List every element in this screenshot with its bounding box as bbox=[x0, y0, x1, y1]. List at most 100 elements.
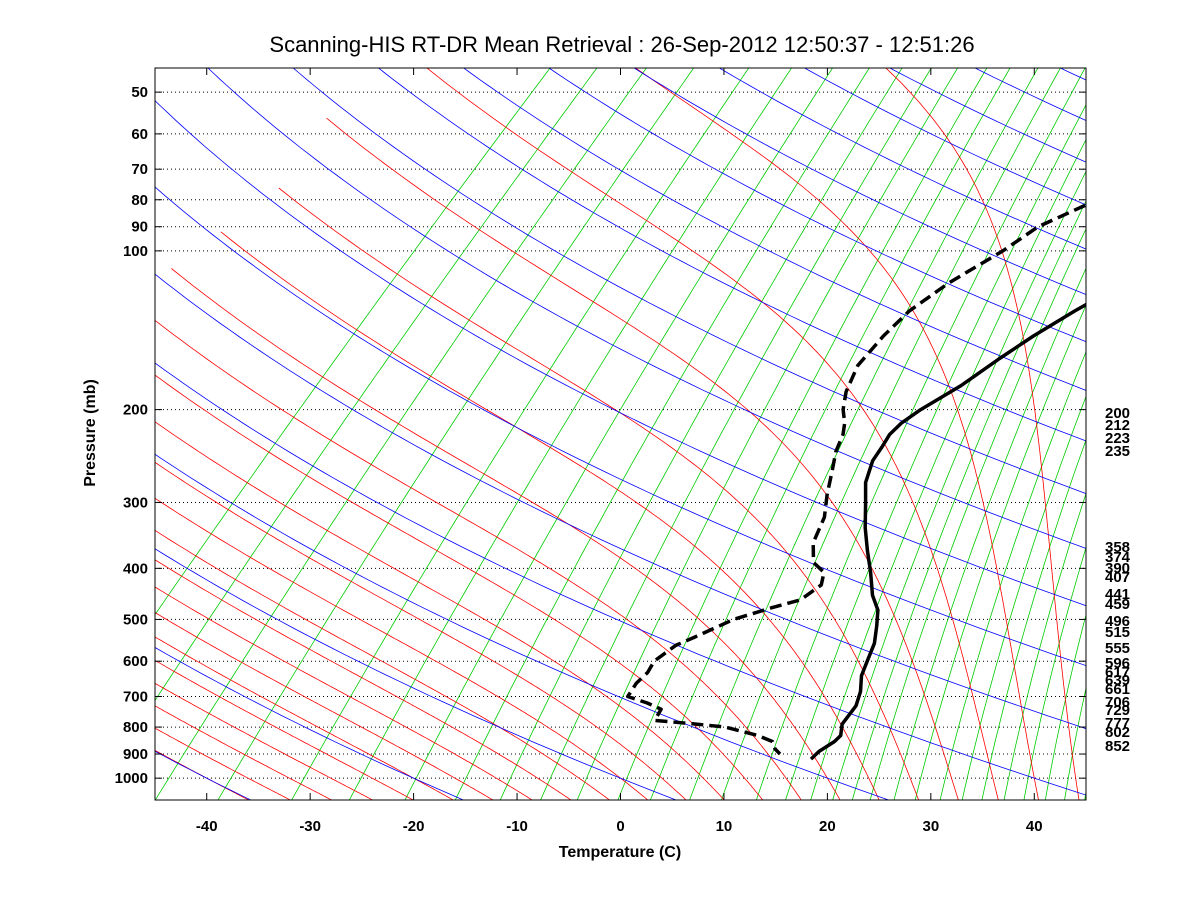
mixing-ratio-line bbox=[1044, 613, 1086, 800]
mixing-ratio-lines bbox=[155, 68, 1086, 800]
moist-adiabat-line bbox=[155, 612, 494, 800]
right-pressure-label: 235 bbox=[1105, 443, 1130, 460]
dry-adiabat-line bbox=[155, 100, 1086, 607]
dry-adiabat-line bbox=[155, 273, 1086, 730]
x-tick-label: 40 bbox=[1026, 818, 1043, 835]
y-tick-label: 90 bbox=[131, 219, 148, 236]
chart-title: Scanning-HIS RT-DR Mean Retrieval : 26-S… bbox=[269, 32, 974, 57]
dry-adiabat-line bbox=[155, 362, 1086, 796]
y-tick-label: 800 bbox=[123, 719, 148, 736]
x-tick-label: -10 bbox=[506, 818, 528, 835]
moist-adiabat-line bbox=[155, 497, 649, 800]
dry-adiabat-line bbox=[155, 186, 1086, 667]
moist-adiabat-line bbox=[155, 461, 687, 800]
mixing-ratio-line bbox=[689, 68, 1039, 800]
right-pressure-label: 555 bbox=[1105, 640, 1130, 657]
dewpoint-profile-line bbox=[626, 203, 1086, 756]
y-tick-label: 60 bbox=[131, 126, 148, 143]
dry-adiabat-line bbox=[803, 68, 1086, 206]
x-tick-label: -30 bbox=[299, 818, 321, 835]
dry-adiabats bbox=[155, 68, 1086, 800]
mixing-ratio-line bbox=[939, 350, 1086, 800]
mixing-ratio-line bbox=[155, 68, 647, 800]
x-tick-label: 20 bbox=[819, 818, 836, 835]
moist-adiabat-line bbox=[171, 268, 841, 800]
mixing-ratio-line bbox=[540, 68, 932, 800]
mixing-ratio-line bbox=[155, 68, 598, 702]
mixing-ratio-line bbox=[981, 438, 1086, 800]
mixing-ratio-line bbox=[404, 68, 834, 800]
moist-adiabat-line bbox=[885, 68, 1080, 800]
dry-adiabat-line bbox=[155, 548, 678, 800]
y-axis-ticks: 50 60 70 80 90 100 200 300 400 500 600 700 800 900 100… bbox=[115, 84, 1086, 787]
right-pressure-label: 374 bbox=[1105, 549, 1131, 566]
mixing-ratio-line bbox=[720, 68, 1061, 800]
y-tick-label: 500 bbox=[123, 611, 148, 628]
y-tick-label: 70 bbox=[131, 161, 148, 178]
mixing-ratio-line bbox=[755, 68, 1086, 800]
right-pressure-label: 390 bbox=[1105, 560, 1130, 577]
right-pressure-label: 407 bbox=[1105, 569, 1130, 586]
moist-adiabat-line bbox=[155, 727, 292, 800]
right-pressure-label: 200 bbox=[1105, 405, 1130, 422]
moist-adiabat-line bbox=[155, 682, 374, 800]
mixing-ratio-line bbox=[617, 68, 988, 800]
thermodynamic-background bbox=[155, 68, 1086, 800]
right-pressure-label: 515 bbox=[1105, 624, 1130, 641]
mixing-ratio-line bbox=[348, 68, 793, 800]
x-tick-label: 30 bbox=[922, 818, 939, 835]
right-pressure-label: 596 bbox=[1105, 655, 1130, 672]
moist-adiabat-line bbox=[155, 421, 725, 800]
dry-adiabat-line bbox=[292, 68, 1086, 495]
moist-adiabat-line bbox=[155, 659, 414, 800]
moist-adiabat-line bbox=[155, 586, 533, 800]
x-tick-label: 10 bbox=[716, 818, 733, 835]
temperature-profile-line bbox=[809, 302, 1086, 761]
moist-adiabat-line bbox=[155, 319, 802, 800]
right-pressure-label: 212 bbox=[1105, 417, 1130, 434]
x-tick-label: 0 bbox=[616, 818, 624, 835]
dry-adiabat-line bbox=[633, 68, 1086, 296]
mixing-ratio-line bbox=[869, 227, 1086, 800]
moist-adiabats bbox=[155, 68, 1080, 800]
right-pressure-label: 639 bbox=[1105, 672, 1130, 689]
y-tick-label: 100 bbox=[123, 243, 148, 260]
y-axis-label: Pressure (mb) bbox=[82, 379, 99, 487]
right-pressure-label: 459 bbox=[1105, 596, 1130, 613]
dry-adiabat-line bbox=[207, 68, 1086, 549]
x-tick-label: -40 bbox=[196, 818, 218, 835]
mixing-ratio-line bbox=[810, 138, 1086, 800]
mixing-ratio-line bbox=[217, 68, 695, 800]
y-tick-label: 600 bbox=[123, 653, 148, 670]
y-tick-label: 50 bbox=[131, 84, 148, 101]
right-pressure-label: 802 bbox=[1105, 724, 1130, 741]
right-pressure-label: 617 bbox=[1105, 664, 1130, 681]
right-pressure-label: 358 bbox=[1105, 539, 1130, 556]
right-pressure-label: 496 bbox=[1105, 613, 1130, 630]
mixing-ratio-line bbox=[1003, 492, 1086, 800]
mixing-ratio-line bbox=[576, 68, 959, 800]
y-tick-label: 400 bbox=[123, 560, 148, 577]
x-axis-label: Temperature (C) bbox=[559, 844, 681, 861]
x-tick-label: -20 bbox=[403, 818, 425, 835]
mixing-ratio-line bbox=[291, 68, 750, 800]
moist-adiabat-line bbox=[634, 68, 1039, 800]
mixing-ratio-line bbox=[914, 304, 1086, 800]
dry-adiabat-line bbox=[718, 68, 1086, 250]
dry-adiabat-line bbox=[155, 647, 465, 800]
mixing-ratio-line bbox=[649, 68, 1011, 800]
dry-adiabat-line bbox=[463, 68, 1086, 391]
y-tick-label: 900 bbox=[123, 746, 148, 763]
right-pressure-label: 223 bbox=[1105, 430, 1130, 447]
moist-adiabat-line bbox=[155, 529, 611, 800]
right-pressure-label: 661 bbox=[1105, 681, 1130, 698]
mixing-ratio-line bbox=[1023, 546, 1086, 800]
mixing-ratio-line bbox=[832, 170, 1086, 800]
moist-adiabat-line bbox=[155, 705, 333, 800]
right-pressure-label: 777 bbox=[1105, 715, 1130, 732]
mixing-ratio-line bbox=[893, 267, 1086, 800]
dry-adiabat-line bbox=[548, 68, 1086, 343]
